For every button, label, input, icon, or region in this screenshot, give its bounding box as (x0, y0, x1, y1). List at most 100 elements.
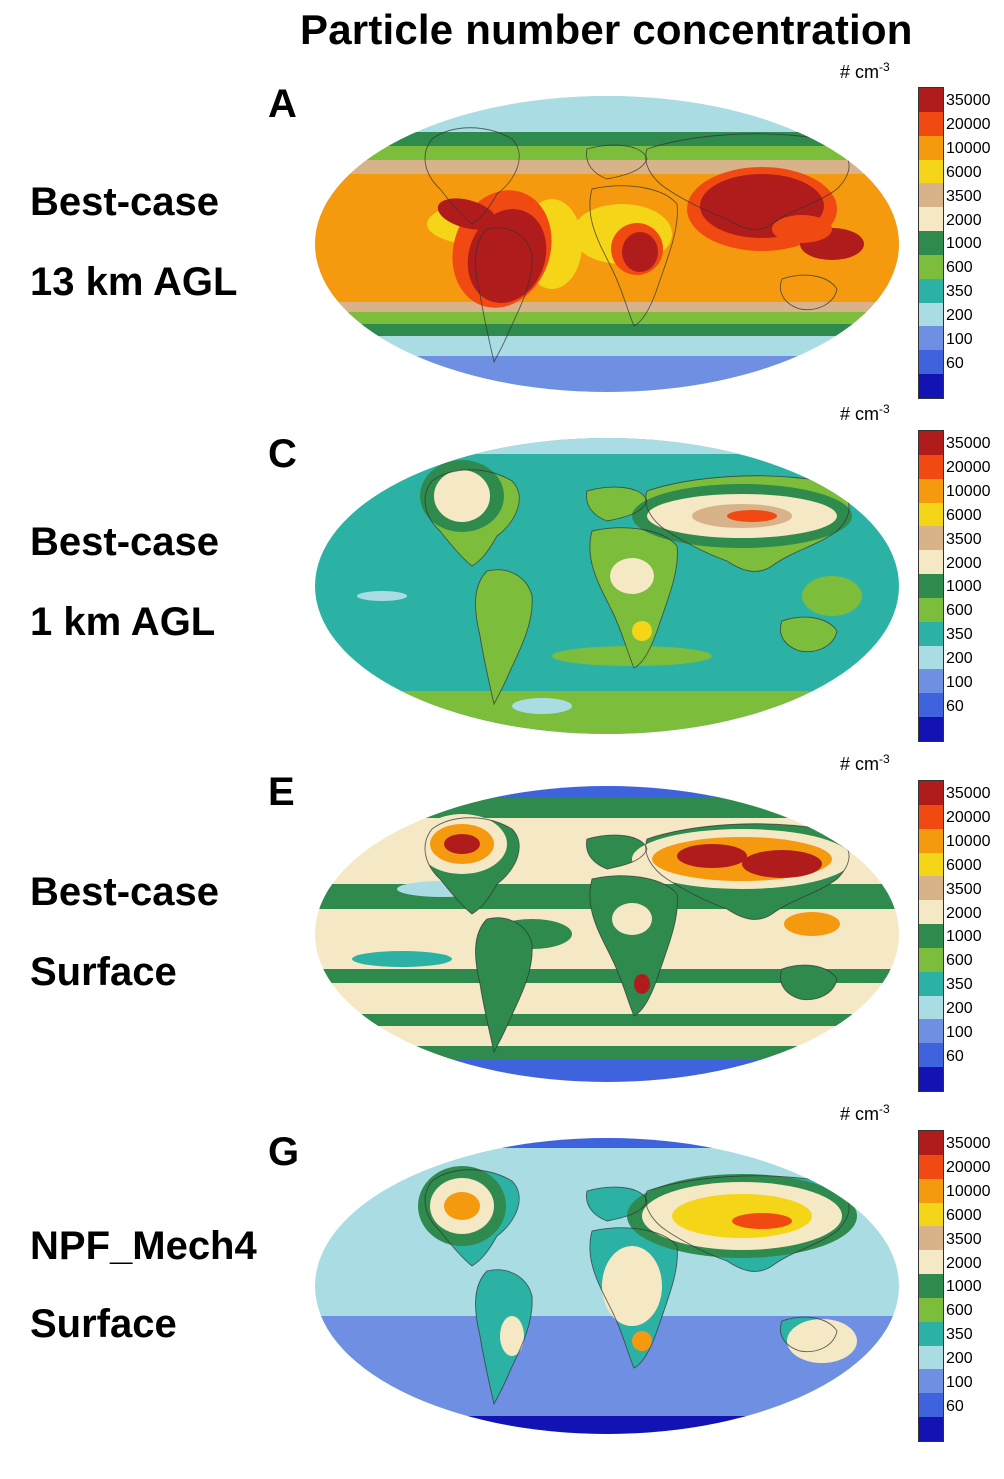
colorbar-swatch (919, 1043, 943, 1068)
colorbar-swatch (919, 1369, 943, 1394)
map-svg (315, 96, 899, 392)
colorbar-tick-label: 350 (946, 626, 973, 644)
map-svg (315, 1138, 899, 1434)
colorbar-swatch (919, 574, 943, 599)
latitude-band (315, 1416, 899, 1434)
colorbar-tick-label: 1000 (946, 928, 982, 946)
colorbar-tick-label: 600 (946, 602, 973, 620)
colorbar-tick-label: 2000 (946, 1254, 982, 1272)
concentration-blob (802, 576, 862, 616)
map-field (315, 438, 899, 734)
colorbar-tick-label: 60 (946, 1047, 964, 1065)
land-region (780, 617, 837, 652)
colorbar-swatch (919, 828, 943, 854)
colorbar-tick-label: 350 (946, 1326, 973, 1344)
colorbar-ticks: 35000 20000 10000 6000 3500 2000 1000 600 350 200… (946, 1130, 1002, 1440)
coastline (424, 469, 520, 567)
colorbar-swatch (919, 478, 943, 504)
map-field (315, 1138, 899, 1434)
colorbar-swatch (919, 1154, 943, 1180)
figure-title: Particle number concentration (300, 6, 913, 53)
latitude-band (315, 1138, 899, 1148)
latitude-band (315, 1060, 899, 1082)
latitude-band (315, 691, 899, 734)
concentration-blob (444, 1192, 480, 1220)
colorbar-swatch (919, 1178, 943, 1204)
coastline (586, 1186, 648, 1222)
colorbar-swatch (919, 781, 943, 806)
panel-label-line1: NPF_Mech4 (30, 1224, 257, 1268)
map-field (315, 96, 899, 392)
concentration-blob (742, 850, 822, 878)
colorbar-tick-label: 200 (946, 649, 973, 667)
colorbar (918, 430, 944, 742)
colorbar (918, 87, 944, 399)
latitude-band (315, 336, 899, 356)
colorbar-swatch (919, 1067, 943, 1092)
colorbar-swatch (919, 1274, 943, 1299)
colorbar-swatch (919, 971, 943, 997)
colorbar-tick-label: 100 (946, 673, 973, 691)
land-region (586, 835, 647, 869)
colorbar-tick-label: 200 (946, 1349, 973, 1367)
concentration-blob (444, 834, 480, 854)
colorbar-unit: # cm-3 (840, 752, 890, 775)
latitude-band (315, 160, 899, 174)
colorbar-swatch (919, 1019, 943, 1044)
unit-exponent: -3 (879, 1102, 890, 1116)
panel-c: C Best-case 1 km AGL # cm-3 35000 20000 10… (0, 402, 1004, 779)
colorbar-swatch (919, 669, 943, 694)
latitude-band (315, 324, 899, 336)
colorbar-tick-label: 3500 (946, 1230, 982, 1248)
colorbar-tick-label: 10000 (946, 140, 991, 157)
colorbar-swatch (919, 900, 943, 925)
colorbar-tick-label: 6000 (946, 856, 982, 874)
colorbar-swatch (919, 88, 943, 113)
land-region (589, 875, 678, 1016)
colorbar-swatch (919, 1321, 943, 1347)
colorbar-swatch (919, 111, 943, 137)
colorbar-tick-label: 60 (946, 697, 964, 715)
latitude-band (315, 302, 899, 312)
colorbar-swatch (919, 254, 943, 280)
colorbar-tick-label: 6000 (946, 1206, 982, 1224)
colorbar-swatch (919, 621, 943, 647)
colorbar-tick-label: 6000 (946, 163, 982, 181)
map-npf-surface (312, 1136, 902, 1436)
coastline (645, 133, 850, 230)
coastline (475, 917, 533, 1054)
coastline (780, 964, 838, 1001)
land-region (780, 965, 837, 1000)
colorbar-tick-label: 20000 (946, 1159, 991, 1177)
colorbar-tick-label: 20000 (946, 809, 991, 827)
land-region (586, 487, 647, 521)
colorbar-unit: # cm-3 (840, 60, 890, 83)
concentration-blob (357, 591, 407, 601)
colorbar-tick-label: 1000 (946, 1278, 982, 1296)
colorbar-ticks: 35000 20000 10000 6000 3500 2000 1000 600 350 200… (946, 780, 1002, 1090)
colorbar-tick-label: 1000 (946, 578, 982, 596)
concentration-blob (512, 698, 572, 714)
panel-label-line2: 13 km AGL (30, 260, 238, 304)
colorbar-tick-label: 20000 (946, 459, 991, 477)
concentration-blob (632, 1331, 652, 1351)
coastline (475, 569, 533, 706)
concentration-blob (772, 215, 832, 243)
colorbar-tick-label: 35000 (946, 92, 991, 110)
colorbar-swatch (919, 852, 943, 877)
colorbar-swatch (919, 804, 943, 830)
coastline (424, 1169, 520, 1267)
concentration-blob (352, 951, 452, 967)
map-svg (315, 786, 899, 1082)
colorbar-tick-label: 100 (946, 1023, 973, 1041)
latitude-band (315, 798, 899, 818)
colorbar-swatch (919, 717, 943, 742)
colorbar-tick-label: 10000 (946, 483, 991, 500)
coastline (645, 475, 850, 572)
concentration-blob (437, 198, 497, 230)
colorbar-tick-label: 10000 (946, 833, 991, 850)
concentration-blob (787, 1319, 857, 1363)
panel-letter: E (268, 770, 295, 814)
latitude-band (315, 356, 899, 392)
latitude-band (315, 96, 899, 124)
